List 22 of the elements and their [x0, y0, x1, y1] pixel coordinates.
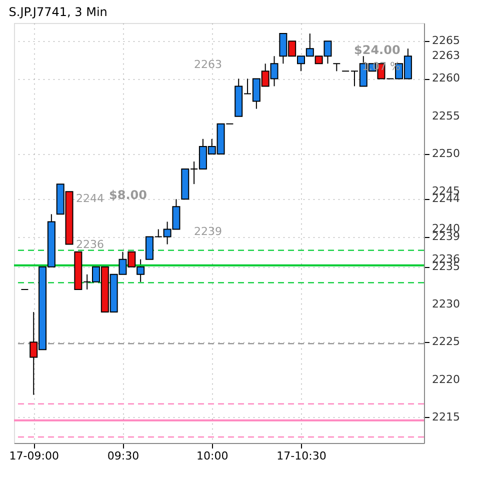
annotation: 1.07 % — [362, 60, 400, 73]
x-tick-label: 17-10:30 — [276, 450, 326, 462]
candlestick — [332, 63, 341, 72]
y-tick-label: 2265 — [432, 34, 460, 48]
y-tick-label: 2220 — [432, 372, 460, 386]
annotation: 2239 — [194, 225, 222, 238]
y-tick-label: 2225 — [432, 335, 460, 348]
y-tick-label: 2230 — [432, 298, 460, 311]
y-tick-label: 2215 — [432, 410, 460, 424]
y-tick-label: 2255 — [432, 109, 460, 122]
y-tick-label: 2250 — [432, 146, 460, 160]
chart-title: S.JP.J7741, 3 Min — [8, 5, 108, 19]
x-tick-label: 09:30 — [107, 450, 140, 462]
annotation: 2263 — [194, 58, 222, 71]
annotation: 2236 — [76, 238, 104, 251]
y-tick-label: 2260 — [432, 72, 460, 85]
x-tick-label: 10:00 — [196, 450, 228, 462]
annotation: 2244 — [76, 192, 104, 205]
annotation: $8.00 — [109, 188, 147, 202]
y-tick-label: 2263 — [432, 49, 460, 62]
x-tick-label: 17-09:00 — [9, 450, 59, 462]
annotation: $24.00 — [354, 43, 400, 57]
